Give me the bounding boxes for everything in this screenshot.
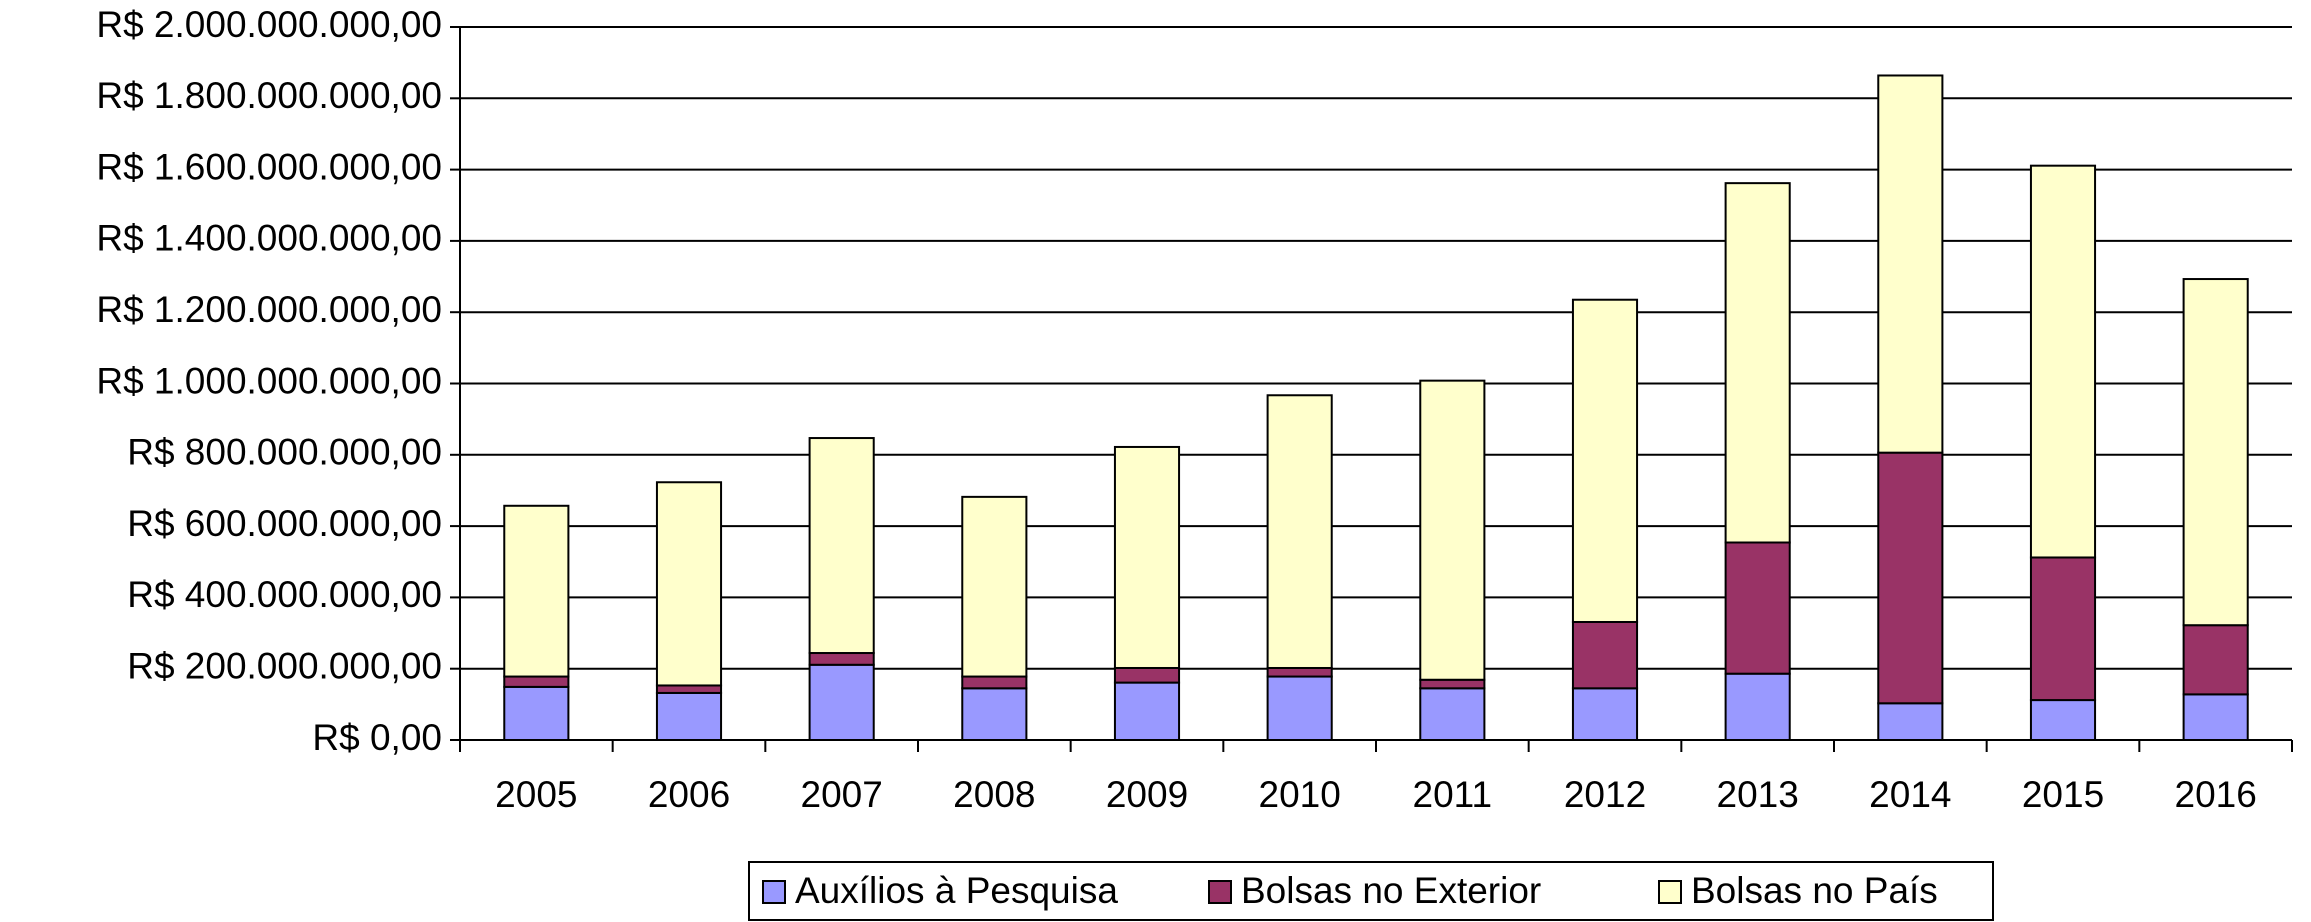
- x-tick-label: 2013: [1717, 774, 1799, 815]
- bar-segment: [1724, 541, 1791, 675]
- x-tick-label: 2015: [2022, 774, 2104, 815]
- bar-segment: [655, 684, 723, 694]
- bar-segment: [503, 685, 570, 741]
- bar-segment: [2029, 556, 2097, 702]
- bar-segment: [503, 675, 570, 688]
- x-tick-label: 2008: [953, 774, 1035, 815]
- bar-segment: [2182, 278, 2249, 627]
- legend-box: [748, 861, 1994, 921]
- bar-segment: [1571, 298, 1639, 623]
- x-tick-label: 2006: [648, 774, 730, 815]
- legend-label: Bolsas no País: [1691, 870, 1938, 911]
- y-tick-label: R$ 400.000.000,00: [127, 574, 442, 615]
- bar-segment: [2182, 693, 2249, 741]
- bar-segment: [1419, 687, 1486, 741]
- bar-segment: [655, 481, 723, 687]
- bar-segment: [2029, 699, 2097, 742]
- y-tick-label: R$ 1.000.000.000,00: [96, 360, 442, 401]
- bar-segment: [808, 437, 875, 655]
- y-tick-label: R$ 1.200.000.000,00: [96, 289, 442, 330]
- bar-segment: [961, 675, 1028, 690]
- legend-swatch: [762, 880, 786, 904]
- bar-segment: [1419, 678, 1486, 690]
- bar-segment: [1266, 666, 1333, 678]
- bar-segment: [1724, 182, 1791, 544]
- y-tick-label: R$ 200.000.000,00: [127, 645, 442, 686]
- y-tick-label: R$ 2.000.000.000,00: [96, 4, 442, 45]
- y-tick-label: R$ 1.800.000.000,00: [96, 75, 442, 116]
- bar-segment: [655, 691, 723, 742]
- bar-segment: [1877, 74, 1944, 454]
- y-tick-label: R$ 1.600.000.000,00: [96, 146, 442, 187]
- x-tick-label: 2012: [1564, 774, 1646, 815]
- bar-segment: [1877, 451, 1944, 705]
- legend-label: Bolsas no Exterior: [1241, 870, 1541, 911]
- x-tick-label: 2016: [2175, 774, 2257, 815]
- bar-segment: [808, 663, 875, 741]
- x-tick-label: 2009: [1106, 774, 1188, 815]
- bar-segment: [1113, 666, 1181, 684]
- x-tick-label: 2005: [495, 774, 577, 815]
- bar-segment: [1419, 379, 1486, 681]
- legend-swatch: [1658, 880, 1682, 904]
- bar-segment: [1113, 445, 1181, 669]
- y-tick-label: R$ 800.000.000,00: [127, 432, 442, 473]
- x-tick-label: 2014: [1869, 774, 1951, 815]
- y-tick-label: R$ 0,00: [312, 717, 442, 758]
- y-tick-label: R$ 1.400.000.000,00: [96, 218, 442, 259]
- legend-swatch: [1208, 880, 1232, 904]
- bar-segment: [1266, 675, 1333, 742]
- bar-segment: [1113, 681, 1181, 742]
- bar-segment: [1571, 620, 1639, 690]
- bar-segment: [1877, 702, 1944, 742]
- x-tick-label: 2007: [801, 774, 883, 815]
- x-tick-label: 2011: [1413, 774, 1493, 815]
- legend-label: Auxílios à Pesquisa: [795, 870, 1118, 911]
- bar-segment: [961, 495, 1028, 678]
- bar-segment: [503, 504, 570, 678]
- bar-segment: [2182, 624, 2249, 696]
- bar-segment: [1571, 687, 1639, 741]
- x-tick-label: 2010: [1259, 774, 1341, 815]
- bar-segment: [2029, 164, 2097, 559]
- bar-segment: [1724, 672, 1791, 741]
- bar-segment: [808, 652, 875, 666]
- bar-segment: [961, 687, 1028, 741]
- y-tick-label: R$ 600.000.000,00: [127, 503, 442, 544]
- bar-segment: [1266, 394, 1333, 669]
